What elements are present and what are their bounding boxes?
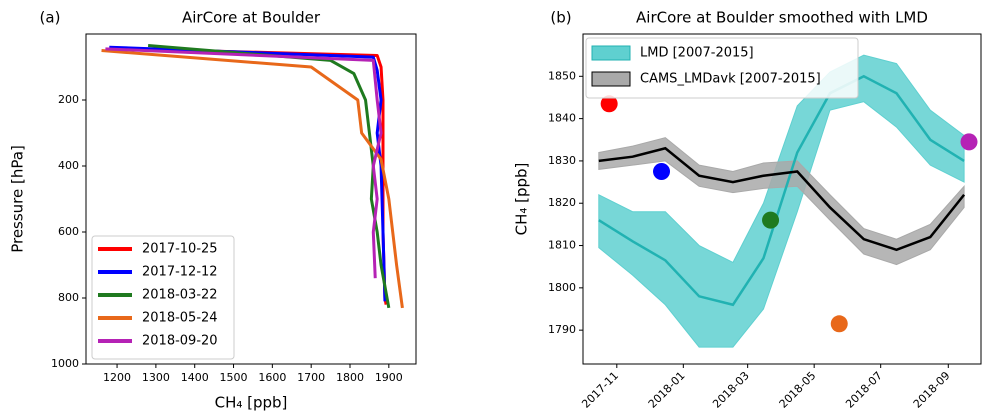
y-tick-label: 1000 [51,357,79,370]
x-tick-label: 1600 [258,371,286,384]
y-tick-label: 400 [58,159,79,172]
x-tick-label: 1800 [336,371,364,384]
profile-line [147,44,391,309]
y-tick-label: 200 [58,93,79,106]
legend-box [585,37,859,99]
y-tick-label: 1820 [548,196,576,209]
chart-title: AirCore at Boulder smoothed with LMD [636,9,928,27]
line [598,146,966,252]
x-tick-label: 2018-09 [911,369,953,411]
x-tick-label: 2018-03 [710,369,752,411]
plot-area [598,54,978,348]
line [598,74,965,307]
legend-label: 2018-05-24 [142,311,218,326]
x-axis-label: CH₄ [ppb] [215,394,288,412]
legend-box [91,235,235,360]
y-axis-label: Pressure [hPa] [9,145,27,253]
point [653,163,671,180]
x-tick-label: 2018-05 [777,369,819,411]
legend-label: 2018-09-20 [142,334,218,349]
y-tick-label: 1850 [548,69,576,82]
y-tick-label: 1830 [548,154,576,167]
legend-label: 2017-12-12 [142,265,218,280]
y-tick-label: 800 [58,291,79,304]
x-tick-label: 1200 [103,371,131,384]
point [830,315,848,333]
legend-label: 2017-10-25 [142,242,218,257]
legend-label: LMD [2007-2015] [640,46,754,61]
panel-label: (a) [40,9,61,27]
y-tick-label: 1790 [548,323,576,336]
plot-frame [85,33,417,365]
x-tick-label: 1500 [220,371,248,384]
legend-swatch [591,71,631,87]
y-tick-label: 1800 [548,281,576,294]
x-tick-label: 2018-07 [843,369,885,411]
x-tick-label: 1700 [297,371,325,384]
point [960,133,978,151]
profile-line [101,49,404,309]
legend-label: 2018-03-22 [142,288,218,303]
profile-line [105,47,383,279]
x-tick-label: 1400 [181,371,209,384]
x-tick-label: 1300 [142,371,170,384]
y-axis-label: CH₄ [ppb] [513,163,531,236]
legend-label: CAMS_LMDavk [2007-2015] [640,72,821,87]
x-tick-label: 1900 [375,371,403,384]
point [762,211,780,229]
y-tick-label: 600 [58,225,79,238]
y-tick-label: 1840 [548,112,576,125]
panel-label: (b) [550,9,571,27]
x-tick-label: 2017-11 [579,369,621,411]
point [600,95,618,113]
y-tick-label: 1810 [548,239,576,252]
x-tick-label: 2018-01 [646,369,688,411]
chart-title: AirCore at Boulder [182,9,321,27]
plot-frame [582,33,982,365]
legend-swatch [591,45,631,61]
